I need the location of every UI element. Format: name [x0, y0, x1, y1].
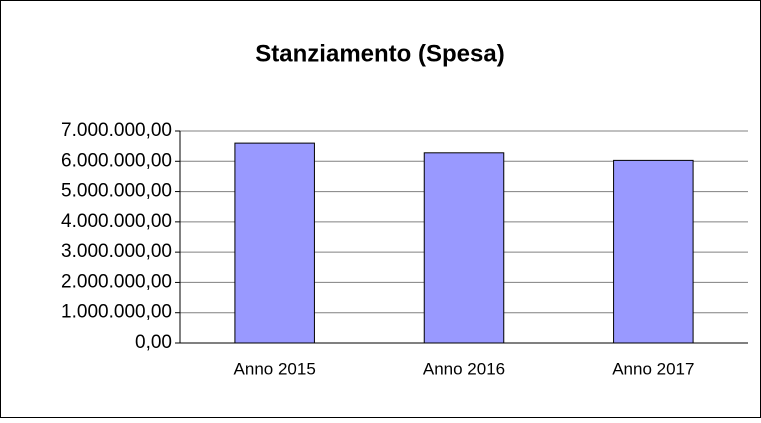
- x-tick-label: Anno 2017: [612, 359, 694, 378]
- y-tick-label: 5.000.000,00: [61, 181, 172, 202]
- chart-title: Stanziamento (Spesa): [255, 40, 504, 67]
- bar: [234, 142, 315, 344]
- y-tick-label: 2.000.000,00: [61, 271, 172, 292]
- y-tick-label: 4.000.000,00: [61, 211, 172, 232]
- bar: [613, 159, 694, 344]
- y-tick-label: 6.000.000,00: [61, 150, 172, 171]
- x-tick-label: Anno 2015: [234, 359, 316, 378]
- bar: [423, 152, 505, 344]
- y-tick-label: 1.000.000,00: [61, 302, 172, 323]
- y-tick-label: 7.000.000,00: [61, 120, 172, 141]
- y-tick-label: 0,00: [135, 332, 172, 353]
- y-tick-label: 3.000.000,00: [61, 241, 172, 262]
- x-tick-label: Anno 2016: [423, 359, 505, 378]
